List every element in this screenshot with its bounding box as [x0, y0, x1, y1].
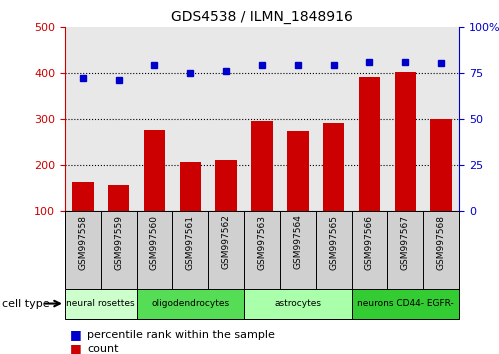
Text: GSM997565: GSM997565 [329, 215, 338, 269]
Text: count: count [87, 344, 119, 354]
Text: GSM997560: GSM997560 [150, 215, 159, 269]
Text: GSM997562: GSM997562 [222, 215, 231, 269]
Bar [144, 130, 165, 257]
Text: percentile rank within the sample: percentile rank within the sample [87, 330, 275, 339]
Bar [431, 119, 452, 257]
Text: oligodendrocytes: oligodendrocytes [151, 299, 230, 308]
Title: GDS4538 / ILMN_1848916: GDS4538 / ILMN_1848916 [171, 10, 353, 24]
Bar [137, 289, 244, 319]
Text: GSM997563: GSM997563 [257, 215, 266, 269]
Text: GSM997558: GSM997558 [78, 215, 87, 269]
Text: GSM997564: GSM997564 [293, 215, 302, 269]
Text: neural rosettes: neural rosettes [66, 299, 135, 308]
Bar [108, 185, 129, 257]
Bar [216, 160, 237, 257]
Bar [359, 77, 380, 257]
Bar [251, 121, 273, 257]
Bar [395, 72, 416, 257]
Bar [72, 182, 93, 257]
Bar [244, 289, 352, 319]
Text: GSM997568: GSM997568 [437, 215, 446, 269]
Text: astrocytes: astrocytes [274, 299, 321, 308]
Text: ■: ■ [70, 328, 82, 341]
Text: GSM997567: GSM997567 [401, 215, 410, 269]
Text: GSM997559: GSM997559 [114, 215, 123, 269]
Bar [352, 289, 459, 319]
Text: cell type: cell type [2, 298, 50, 309]
Text: ■: ■ [70, 342, 82, 354]
Text: GSM997561: GSM997561 [186, 215, 195, 269]
Bar [323, 123, 344, 257]
Text: GSM997566: GSM997566 [365, 215, 374, 269]
Bar [65, 289, 137, 319]
Text: neurons CD44- EGFR-: neurons CD44- EGFR- [357, 299, 454, 308]
Bar [287, 131, 308, 257]
Bar [180, 162, 201, 257]
